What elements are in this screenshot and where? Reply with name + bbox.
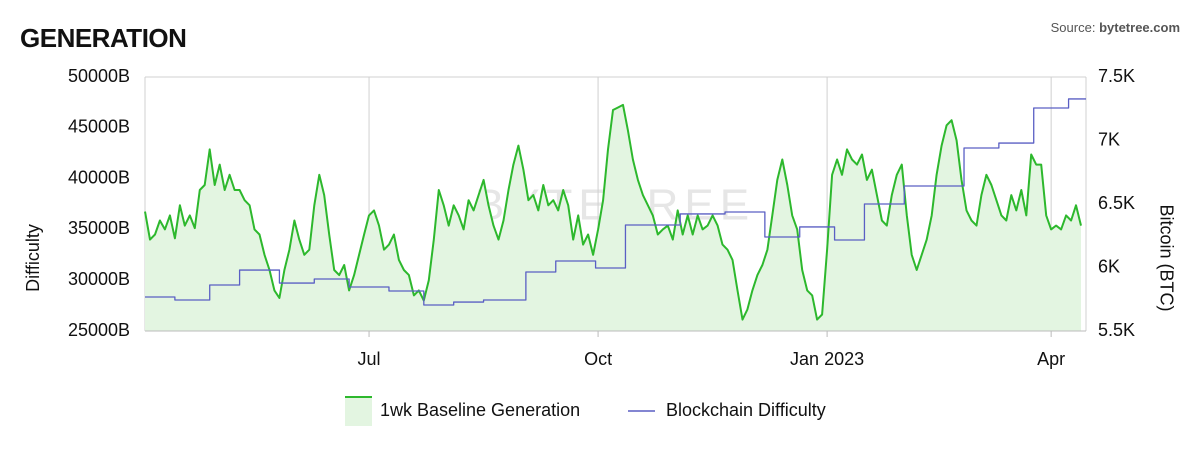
x-tick-label: Jan 2023 — [790, 349, 864, 369]
legend: 1wk Baseline Generation Blockchain Diffic… — [345, 396, 826, 426]
source: Source: bytetree.com — [1051, 20, 1180, 35]
series-layer — [144, 98, 1086, 332]
legend-swatch — [345, 397, 372, 426]
y2-tick-label: 7.5K — [1098, 66, 1135, 86]
chart-title: GENERATION — [20, 23, 186, 53]
y-tick-label: 50000B — [68, 66, 130, 86]
y-axis-title: Difficulty — [23, 224, 43, 292]
y2-tick-label: 6K — [1098, 256, 1120, 276]
y2-tick-label: 6.5K — [1098, 193, 1135, 213]
line — [144, 103, 1082, 321]
area — [145, 104, 1082, 332]
legend-label: Blockchain Difficulty — [666, 400, 826, 420]
line — [145, 98, 1086, 306]
y-tick-label: 30000B — [68, 269, 130, 289]
source-name: bytetree.com — [1099, 20, 1180, 35]
legend-label: 1wk Baseline Generation — [380, 400, 580, 420]
y-tick-label: 45000B — [68, 117, 130, 137]
grid — [144, 76, 1087, 331]
y-tick-label: 25000B — [68, 320, 130, 340]
source-label: Source: — [1051, 20, 1096, 35]
y2-tick-label: 7K — [1098, 129, 1120, 149]
y-tick-label: 35000B — [68, 218, 130, 238]
y2-axis-title: Bitcoin (BTC) — [1156, 204, 1176, 311]
x-tick-label: Oct — [584, 349, 612, 369]
axes: Jul Oct Jan 2023 Apr 25000B 30000B 35000B 40000… — [68, 66, 1135, 369]
x-tick-label: Jul — [358, 349, 381, 369]
y2-tick-label: 5.5K — [1098, 320, 1135, 340]
y-tick-label: 40000B — [68, 167, 130, 187]
x-tick-label: Apr — [1037, 349, 1065, 369]
